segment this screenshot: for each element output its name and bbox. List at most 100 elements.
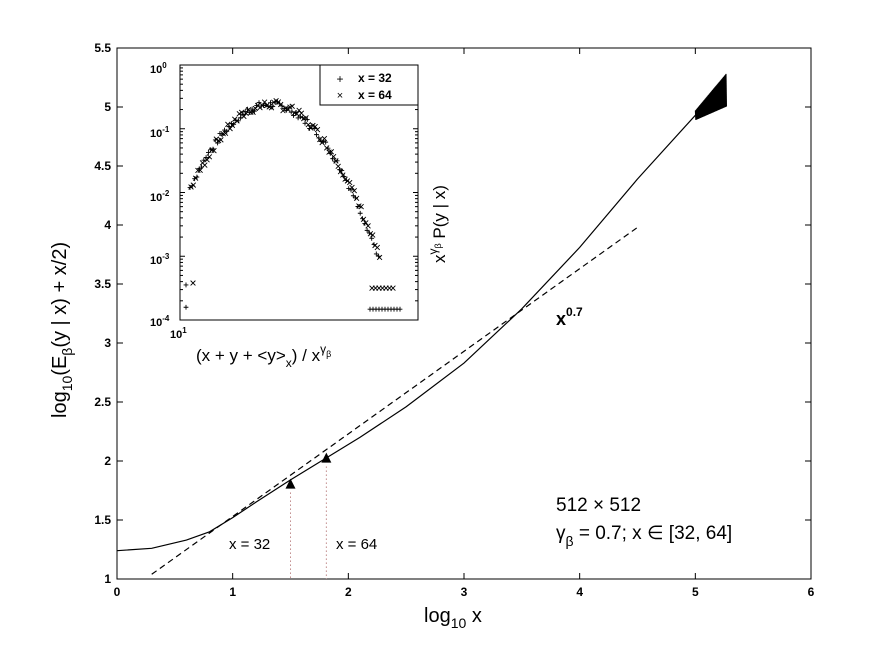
system-size-annotation: 512 × 512	[556, 495, 641, 516]
inset-point-plus	[339, 168, 345, 173]
inset-point-plus	[288, 109, 294, 115]
inset-points-group	[183, 97, 403, 312]
y-tick-label: 1	[104, 572, 111, 586]
inset-point-cross	[369, 232, 376, 238]
inset-point-cross	[190, 182, 197, 188]
legend-marker-cross: ×	[337, 90, 343, 102]
inset-point-plus	[373, 251, 379, 257]
inset-point-plus	[194, 174, 200, 180]
inset-ytick-0: 100	[150, 61, 167, 76]
inset-point-plus	[295, 115, 301, 121]
inset-point-cross	[330, 153, 337, 160]
inset-point-plus	[314, 132, 319, 138]
main-y-label: log10(Eβ(y | x) + x/2)	[49, 242, 75, 418]
inset-point-cross	[376, 254, 383, 261]
y-tick-label: 4	[104, 218, 111, 232]
inset-point-plus	[183, 304, 189, 310]
legend-label-64: x = 64	[358, 88, 392, 102]
inset-point-cross	[241, 113, 247, 120]
inset-point-cross	[346, 179, 353, 186]
inset-point-plus	[337, 167, 342, 173]
gamma-annotation: γβ = 0.7; x ∈ [32, 64]	[556, 523, 732, 549]
inset-point-plus	[183, 282, 189, 288]
x-tick-label: 3	[461, 585, 468, 599]
inset-point-cross	[353, 195, 360, 202]
inset-point-cross	[298, 110, 305, 116]
y-tick-label: 2.5	[94, 395, 111, 409]
inset-point-cross	[363, 220, 369, 226]
inset-point-cross	[202, 162, 208, 168]
inset-point-cross	[294, 110, 300, 117]
inset-point-cross	[314, 126, 321, 133]
inset-point-plus	[350, 193, 356, 199]
y-tick-label: 3	[104, 336, 111, 350]
inset-xtick: 101	[170, 326, 187, 341]
inset-point-cross	[206, 154, 213, 160]
inset-x-label: (x + y + <y>x) / xγβ	[196, 342, 331, 370]
inset-point-plus	[304, 117, 310, 122]
inset-point-cross	[351, 187, 358, 194]
inset-point-cross	[358, 203, 364, 210]
inset-point-cross	[390, 285, 396, 291]
inset-y-label: xγβ P(y | x)	[426, 185, 449, 263]
x-tick-label: 6	[808, 585, 815, 599]
energy-curve-line	[116, 95, 719, 552]
power-law-annotation: x0.7	[556, 305, 583, 329]
inset-point-cross	[349, 184, 355, 191]
inset-point-plus	[224, 128, 230, 134]
inset-point-cross	[374, 244, 381, 251]
inset-point-cross	[289, 103, 295, 109]
inset-ytick-3: 10-3	[150, 252, 170, 267]
inset-point-cross	[218, 137, 224, 143]
inset-point-cross	[365, 223, 371, 229]
x-tick-label: 4	[576, 585, 583, 599]
main-ticks: 0 1 2 3 4 5 611.522.533.544.555.5	[94, 41, 814, 599]
main-series-group	[116, 73, 728, 575]
inset-point-plus	[334, 158, 340, 164]
marker-triangle	[321, 452, 332, 463]
inset-legend-box	[319, 64, 419, 106]
y-tick-label: 4.5	[94, 159, 111, 173]
inset-y-tick-labels: 100 10-1 10-2 10-3 10-4	[150, 61, 170, 329]
x-tick-label: 0	[114, 585, 121, 599]
inset-point-plus	[229, 121, 234, 126]
inset-point-cross	[211, 147, 217, 154]
main-x-label: log10 x	[424, 605, 482, 631]
inset-point-plus	[235, 118, 241, 124]
x-tick-label: 2	[345, 585, 352, 599]
y-tick-label: 3.5	[94, 277, 111, 291]
inset-point-plus	[231, 121, 237, 127]
inset-point-plus	[323, 139, 329, 145]
y-tick-label: 5	[104, 100, 111, 114]
energy-curve-noisy-tail	[694, 73, 728, 121]
x-tick-label: 5	[692, 585, 699, 599]
inset-point-cross	[204, 157, 210, 163]
inset-legend: + x = 32 × x = 64	[319, 64, 419, 106]
inset-point-plus	[364, 227, 370, 233]
legend-marker-plus: +	[336, 72, 343, 86]
y-tick-label: 1.5	[94, 513, 111, 527]
marker-triangle	[285, 478, 296, 489]
inset-point-plus	[249, 106, 255, 112]
inset-point-cross	[328, 149, 335, 155]
inset-point-plus	[256, 100, 262, 106]
inset-point-plus	[357, 210, 363, 216]
inset-point-cross	[190, 280, 196, 286]
marker-label-64: x = 64	[336, 536, 377, 553]
inset-point-plus	[279, 103, 285, 109]
inset-point-plus	[270, 103, 276, 109]
legend-label-32: x = 32	[358, 71, 392, 85]
inset-point-cross	[227, 125, 233, 132]
inset-point-cross	[312, 123, 318, 130]
inset-ytick-2: 10-2	[150, 189, 170, 204]
x-tick-label: 1	[229, 585, 236, 599]
marker-label-32: x = 32	[229, 536, 270, 553]
inset-plot-frame	[179, 64, 419, 321]
inset-point-cross	[360, 216, 367, 223]
y-tick-label: 2	[104, 454, 111, 468]
inset-ytick-4: 10-4	[150, 314, 170, 329]
inset-point-plus	[397, 306, 403, 312]
inset-point-plus	[369, 235, 375, 241]
